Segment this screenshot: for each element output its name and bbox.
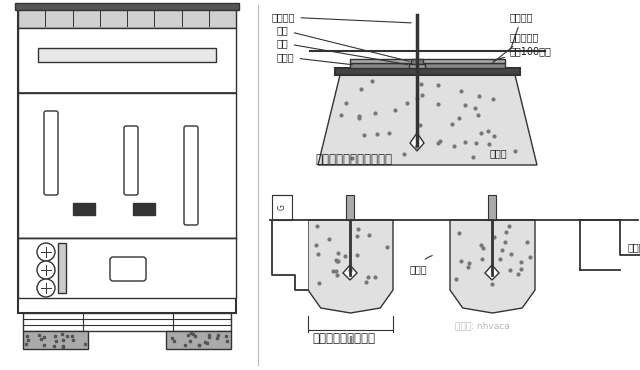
FancyBboxPatch shape [184, 126, 198, 225]
Circle shape [37, 243, 55, 261]
Bar [335, 68, 520, 75]
Bar [411, 59, 423, 66]
Bar [18, 8, 236, 313]
Circle shape [37, 279, 55, 297]
Bar [272, 195, 292, 220]
Bar [18, 8, 236, 28]
Bar [346, 195, 354, 220]
FancyBboxPatch shape [110, 257, 146, 281]
Bar [58, 243, 66, 293]
Text: 图一：机组与混凝土: 图一：机组与混凝土 [312, 332, 375, 345]
Bar [350, 59, 505, 63]
Bar [18, 28, 236, 93]
Text: 混凝土: 混凝土 [410, 256, 432, 274]
Bar [18, 93, 236, 238]
Bar [18, 238, 236, 298]
Text: II: II [348, 336, 353, 345]
Text: 混凝土: 混凝土 [490, 148, 507, 158]
Text: 机组机座: 机组机座 [510, 12, 534, 48]
Bar [488, 195, 496, 220]
Bar [166, 331, 231, 349]
Text: 钢板100以上: 钢板100以上 [493, 46, 552, 60]
Polygon shape [318, 75, 537, 165]
Text: 排水沟: 排水沟 [628, 242, 640, 252]
Text: 垫圈: 垫圈 [277, 38, 407, 64]
Polygon shape [308, 220, 393, 313]
Text: 微信号: nhvaca: 微信号: nhvaca [455, 321, 509, 330]
Bar [270, 220, 308, 318]
Circle shape [37, 261, 55, 279]
Bar [73, 203, 95, 215]
Bar [38, 48, 216, 62]
Text: 螺帽: 螺帽 [277, 25, 410, 61]
Polygon shape [410, 133, 424, 151]
Text: 图二：混凝土和地脚螺栓: 图二：混凝土和地脚螺栓 [315, 153, 392, 166]
Bar [133, 203, 155, 215]
Text: 橡胶垫: 橡胶垫 [277, 52, 352, 65]
Text: 防震橡胶垫: 防震橡胶垫 [492, 32, 540, 63]
Bar [15, 3, 239, 10]
FancyBboxPatch shape [44, 111, 58, 195]
Text: 基础螺栓: 基础螺栓 [272, 12, 412, 23]
Polygon shape [485, 265, 499, 280]
Bar [350, 63, 505, 68]
Bar [409, 64, 425, 68]
FancyBboxPatch shape [124, 126, 138, 195]
Polygon shape [450, 220, 535, 313]
Bar [23, 313, 231, 331]
Text: G: G [278, 205, 287, 211]
Polygon shape [343, 265, 357, 280]
Bar [23, 331, 88, 349]
